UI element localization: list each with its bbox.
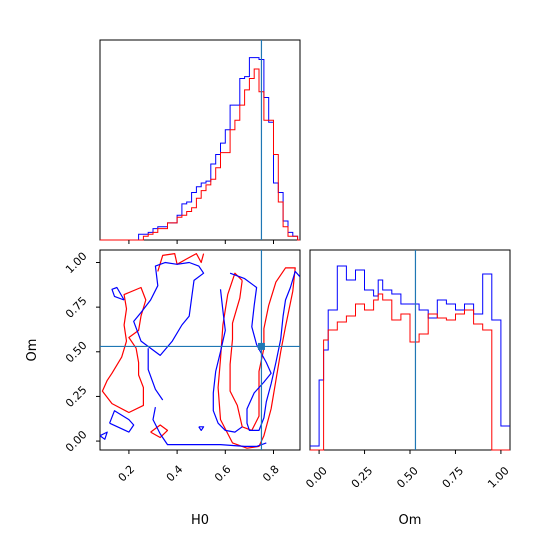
contour-blue-1 <box>229 270 300 431</box>
h0-om-contour-frame <box>99 249 301 451</box>
x-axis-label-h0: H0 <box>191 513 209 528</box>
truth-marker <box>257 342 265 350</box>
y-axis-label-om: Om <box>25 339 40 362</box>
contour-lines <box>100 253 300 449</box>
om-hist-blue-series <box>310 265 510 447</box>
contour-red-1 <box>217 267 296 449</box>
contour-blue-6 <box>109 410 135 433</box>
contour-blue-0 <box>133 261 205 356</box>
x-axis-label-om: Om <box>399 513 422 528</box>
h0-histogram-panel <box>99 39 301 244</box>
contour-blue-5 <box>111 286 125 301</box>
contour-blue-4 <box>152 406 267 447</box>
h0-histogram-frame <box>99 39 301 241</box>
contour-red-2 <box>157 253 205 272</box>
om-hist-red-series <box>310 293 510 451</box>
contour-blue-8 <box>198 426 205 431</box>
contour-blue-7 <box>100 431 108 440</box>
h0-hist-red-series <box>100 68 300 241</box>
contour-blue-2 <box>212 289 243 433</box>
contour-blue-3 <box>147 348 164 401</box>
contour-red-0 <box>101 286 147 414</box>
